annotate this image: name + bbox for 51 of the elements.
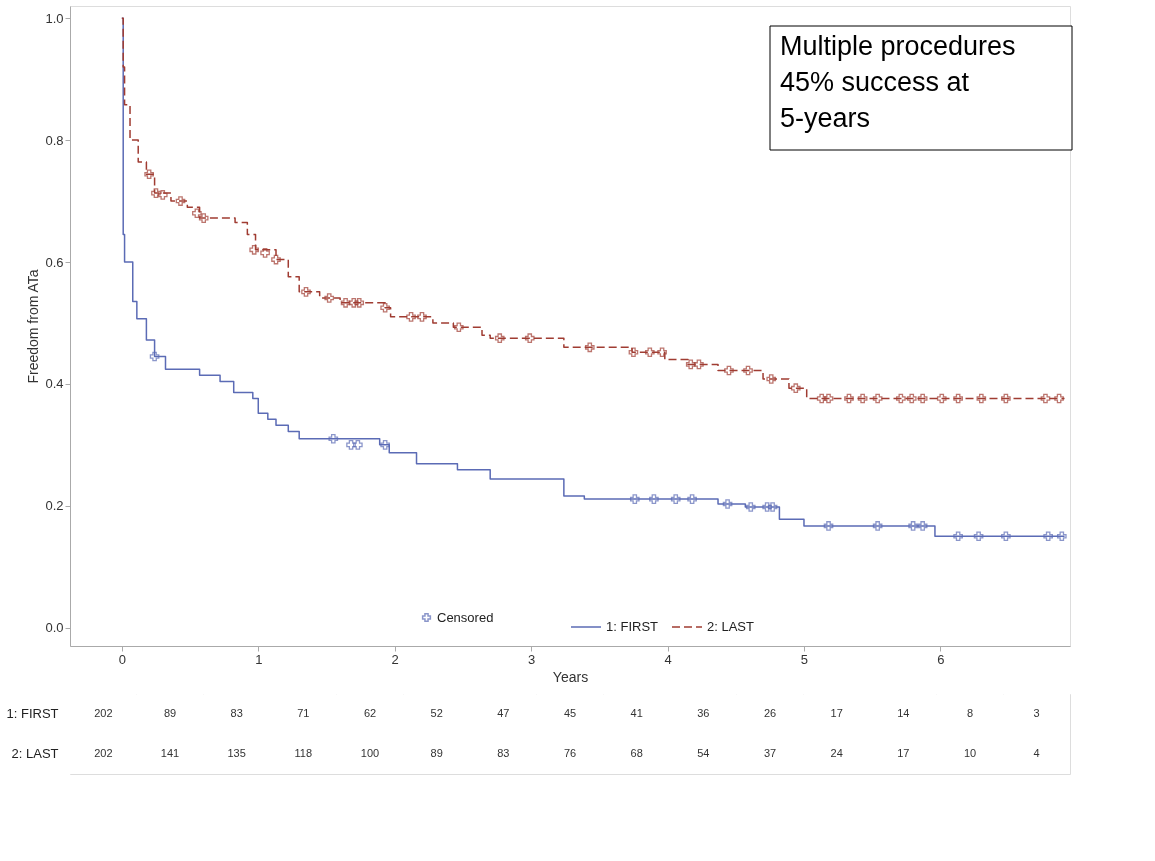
legend-label: Censored — [437, 609, 494, 625]
data-label: 76 — [563, 747, 577, 759]
legend-label: 1: FIRST — [606, 619, 659, 634]
data-label: 26 — [763, 707, 777, 719]
data-label: 37 — [763, 747, 777, 759]
annotation: Multiple procedures 45% success at 5-years — [780, 31, 1016, 133]
x-tick-label: 3 — [528, 651, 536, 667]
x-tick-label: 2 — [391, 651, 399, 667]
data-label: 89 — [430, 747, 443, 759]
data-label: 17 — [897, 747, 910, 759]
legend-label: 2: LAST — [707, 619, 755, 634]
y-tick-label: 1: FIRST — [6, 706, 59, 721]
data-label: 52 — [430, 707, 443, 719]
y-tick-label: 0.6 — [45, 254, 64, 270]
data-label: 4 — [1033, 747, 1040, 759]
data-label: 24 — [830, 747, 843, 759]
data-label: 10 — [963, 747, 977, 759]
data-label: 17 — [830, 707, 843, 719]
data-label: 202 — [94, 747, 113, 759]
data-label: 41 — [630, 707, 643, 719]
data-label: 118 — [294, 747, 313, 759]
y-tick-label: 1.0 — [45, 10, 64, 26]
data-label: 71 — [297, 707, 310, 719]
data-label: 135 — [227, 747, 246, 759]
x-tick-label: 4 — [664, 651, 672, 667]
data-label: 36 — [697, 707, 710, 719]
data-label: 62 — [363, 707, 377, 719]
x-tick-label: 5 — [800, 651, 809, 667]
data-label: 141 — [160, 747, 180, 759]
data-label: 83 — [230, 707, 243, 719]
data-label: 45 — [563, 707, 577, 719]
y-tick-label: 0.8 — [45, 132, 64, 148]
data-label: 100 — [360, 747, 380, 759]
data-label: 89 — [163, 707, 177, 719]
y-tick-label: 0.2 — [45, 498, 64, 514]
data-label: 54 — [697, 747, 710, 759]
y-tick-label: 0.0 — [45, 620, 64, 636]
data-label: 14 — [897, 707, 910, 719]
data-label: 68 — [630, 747, 643, 759]
data-label: 3 — [1033, 707, 1040, 719]
data-label: 202 — [94, 707, 113, 719]
data-label: 83 — [497, 747, 510, 759]
x-tick-label: 1 — [255, 651, 263, 667]
data-label: 8 — [966, 707, 974, 719]
x-axis-title: Years — [552, 668, 589, 685]
data-label: 47 — [497, 707, 510, 719]
y-axis-title: Freedom from ATa — [25, 269, 42, 384]
y-tick-label: 2: LAST — [11, 746, 59, 761]
y-tick-label: 0.4 — [45, 376, 64, 392]
x-tick-label: 6 — [937, 651, 945, 667]
x-tick-label: 0 — [118, 651, 126, 667]
